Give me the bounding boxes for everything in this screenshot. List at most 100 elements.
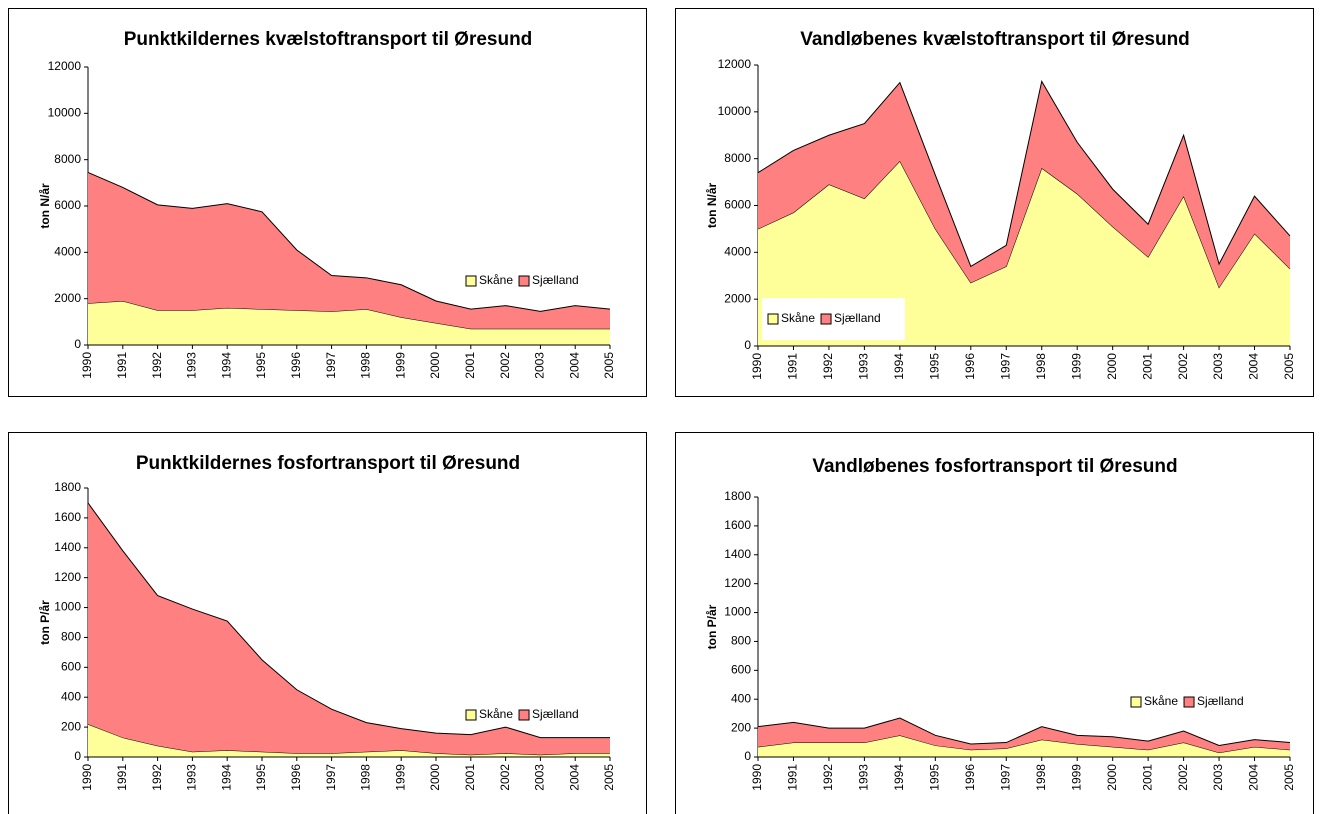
y-tick-label: 200 — [731, 720, 751, 734]
x-tick-label: 2004 — [567, 764, 581, 791]
x-tick-label: 2005 — [1282, 353, 1296, 380]
x-tick-label: 1996 — [289, 764, 303, 791]
x-tick-label: 2001 — [463, 764, 477, 791]
area — [88, 172, 610, 329]
chart: 0 2000 4000 6000 8000 10000 12000 1990 1991 1992 1… — [675, 8, 1314, 397]
x-tick-label: 2000 — [428, 352, 442, 379]
x-tick-label: 2005 — [602, 764, 616, 791]
y-tick-label: 600 — [731, 663, 751, 677]
legend-swatch — [465, 275, 477, 287]
x-tick-label: 2002 — [1176, 764, 1190, 791]
x-tick-label: 1991 — [786, 353, 800, 380]
x-tick-label: 2002 — [1176, 353, 1190, 380]
x-tick-label: 2001 — [1140, 764, 1154, 791]
y-tick-label: 200 — [61, 719, 81, 733]
x-tick-label: 1995 — [254, 352, 268, 379]
x-tick-label: 1990 — [750, 353, 764, 380]
y-tick-label: 1600 — [724, 518, 751, 532]
x-tick-label: 1990 — [750, 764, 764, 791]
y-tick-label: 0 — [744, 338, 751, 352]
x-tick-label: 2003 — [533, 352, 547, 379]
x-tick-label: 1999 — [393, 352, 407, 379]
x-tick-label: 2002 — [498, 352, 512, 379]
x-tick-label: 1991 — [786, 764, 800, 791]
x-tick-label: 1997 — [324, 352, 338, 379]
x-tick-label: 2004 — [1247, 764, 1261, 791]
y-tick-label: 800 — [731, 634, 751, 648]
chart-title: Punktkildernes kvælstoftransport til Øre… — [124, 29, 533, 50]
legend-swatch — [767, 313, 779, 325]
legend-label: Skåne — [479, 273, 513, 287]
chart: 0 200 400 600 800 1000 1200 1400 1600 1800 1990 199… — [8, 432, 647, 814]
x-tick-label: 1991 — [115, 352, 129, 379]
y-tick-label: 10000 — [718, 104, 752, 118]
x-tick-label: 1992 — [150, 764, 164, 791]
legend-label: Skåne — [781, 311, 815, 325]
y-tick-label: 1800 — [54, 480, 81, 494]
y-axis-label: ton N/år — [38, 183, 52, 229]
x-tick-label: 2004 — [1247, 353, 1261, 380]
legend-swatch — [1130, 696, 1142, 708]
y-tick-label: 1000 — [54, 600, 81, 614]
x-tick-label: 1992 — [150, 352, 164, 379]
y-tick-label: 1800 — [724, 489, 751, 503]
legend-swatch — [465, 709, 477, 721]
x-tick-label: 2002 — [498, 764, 512, 791]
x-tick-label: 1996 — [289, 352, 303, 379]
x-tick-label: 2001 — [1140, 353, 1154, 380]
y-tick-label: 800 — [61, 630, 81, 644]
x-tick-label: 1996 — [963, 764, 977, 791]
y-tick-label: 12000 — [718, 57, 752, 71]
y-tick-label: 400 — [61, 689, 81, 703]
x-tick-label: 2003 — [1211, 764, 1225, 791]
x-tick-label: 1990 — [80, 764, 94, 791]
y-tick-label: 0 — [74, 749, 81, 763]
legend-swatch — [1183, 696, 1195, 708]
x-tick-label: 1994 — [892, 764, 906, 791]
x-tick-label: 1998 — [359, 352, 373, 379]
legend-box — [762, 298, 905, 340]
x-tick-label: 1998 — [359, 764, 373, 791]
y-tick-label: 8000 — [724, 151, 751, 165]
y-tick-label: 1400 — [724, 547, 751, 561]
y-tick-label: 12000 — [48, 59, 82, 73]
y-tick-label: 2000 — [724, 291, 751, 305]
y-tick-label: 1000 — [724, 605, 751, 619]
x-tick-label: 1999 — [1069, 764, 1083, 791]
x-tick-label: 2001 — [463, 352, 477, 379]
legend-label: Skåne — [1144, 694, 1178, 708]
area — [758, 735, 1290, 757]
y-tick-label: 8000 — [54, 152, 81, 166]
x-tick-label: 1994 — [219, 764, 233, 791]
x-tick-label: 1993 — [185, 352, 199, 379]
x-tick-label: 1999 — [393, 764, 407, 791]
x-tick-label: 1992 — [821, 353, 835, 380]
x-tick-label: 1995 — [928, 764, 942, 791]
x-tick-label: 2000 — [1105, 764, 1119, 791]
x-tick-label: 1995 — [254, 764, 268, 791]
x-tick-label: 2003 — [1211, 353, 1225, 380]
area-outline — [757, 717, 1291, 746]
legend-swatch — [820, 313, 832, 325]
area-outline — [87, 502, 610, 739]
y-axis-label: ton P/år — [38, 600, 52, 645]
area — [88, 502, 610, 755]
x-tick-label: 1991 — [115, 764, 129, 791]
legend-swatch — [518, 709, 530, 721]
x-tick-label: 1996 — [963, 353, 977, 380]
y-tick-label: 1200 — [54, 570, 81, 584]
x-tick-label: 1992 — [821, 764, 835, 791]
y-tick-label: 2000 — [54, 291, 81, 305]
x-tick-label: 1998 — [1034, 353, 1048, 380]
x-tick-label: 1999 — [1069, 353, 1083, 380]
x-tick-label: 1994 — [892, 353, 906, 380]
x-tick-label: 1995 — [928, 353, 942, 380]
legend-label: Sjælland — [1197, 694, 1244, 708]
y-tick-label: 1600 — [54, 510, 81, 524]
y-tick-label: 6000 — [54, 198, 81, 212]
area — [758, 718, 1290, 753]
chart-title: Punktkildernes fosfortransport til Øresu… — [136, 453, 520, 474]
x-tick-label: 2000 — [428, 764, 442, 791]
chart: 0 200 400 600 800 1000 1200 1400 1600 1800 1990 199… — [675, 432, 1314, 814]
